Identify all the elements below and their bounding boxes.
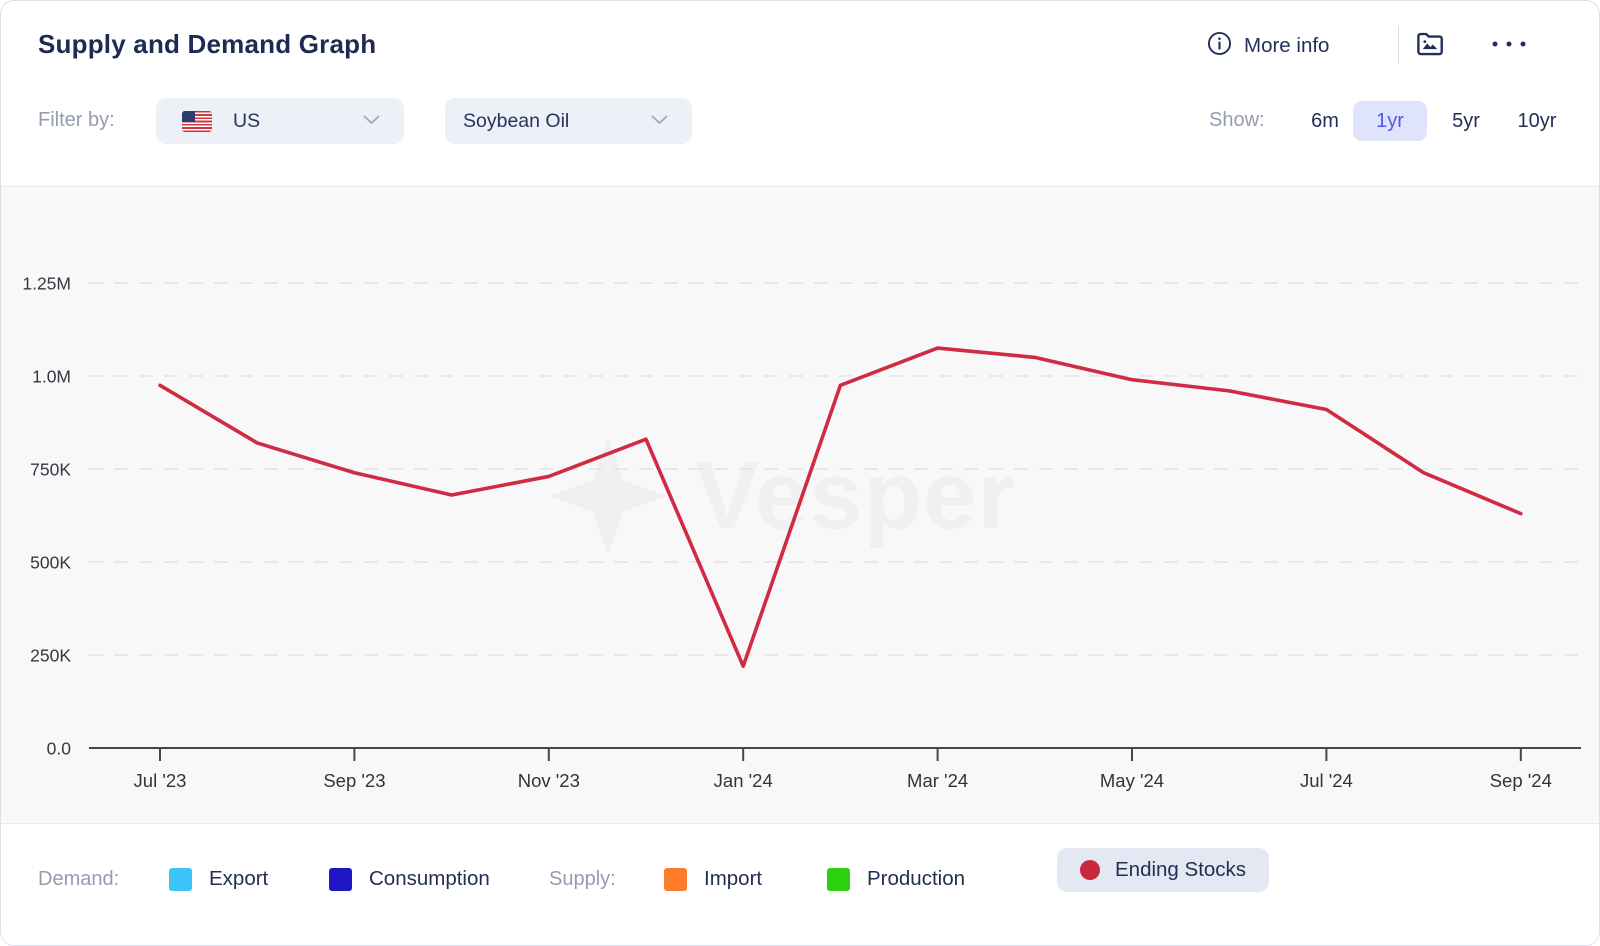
svg-text:250K: 250K xyxy=(30,646,71,666)
svg-text:1.25M: 1.25M xyxy=(22,274,71,294)
ending-stocks-dot-icon xyxy=(1080,860,1100,880)
legend-item-import[interactable]: Import xyxy=(664,867,762,891)
chevron-down-icon xyxy=(651,112,668,130)
supply-group-label: Supply: xyxy=(549,868,616,890)
legend-bar: Demand: Export Consumption Supply: Impor… xyxy=(1,824,1599,945)
legend-label: Production xyxy=(867,867,966,890)
page-title: Supply and Demand Graph xyxy=(38,29,377,59)
info-icon xyxy=(1206,30,1233,62)
legend-label: Consumption xyxy=(369,867,490,890)
svg-text:Sep '23: Sep '23 xyxy=(323,770,385,791)
line-chart[interactable]: 1.25M 1.0M 750K 500K 250K 0.0 Jul '23 Sep '23 No… xyxy=(1,187,1599,823)
chart-area: Vesper 1.25M 1.0M 750K 500K 250K 0.0 Jul '23 Se… xyxy=(1,186,1599,824)
svg-text:Jul '23: Jul '23 xyxy=(134,770,187,791)
legend-label: Import xyxy=(704,867,763,890)
export-image-button[interactable] xyxy=(1413,28,1447,62)
header-divider xyxy=(1398,26,1399,64)
product-dropdown[interactable]: Soybean Oil xyxy=(445,98,692,144)
import-swatch-icon xyxy=(664,867,687,891)
legend-label: Ending Stocks xyxy=(1115,858,1247,881)
svg-text:750K: 750K xyxy=(30,460,71,480)
card-header: Supply and Demand Graph More info xyxy=(1,1,1599,186)
legend-item-export[interactable]: Export xyxy=(169,867,268,891)
range-button-10yr[interactable]: 10yr xyxy=(1517,110,1557,132)
svg-text:Jan '24: Jan '24 xyxy=(714,770,773,791)
demand-group-label: Demand: xyxy=(38,868,120,890)
more-info-button[interactable]: More info xyxy=(1206,30,1329,62)
svg-text:Mar '24: Mar '24 xyxy=(907,770,968,791)
range-button-5yr[interactable]: 5yr xyxy=(1452,110,1480,132)
svg-text:0.0: 0.0 xyxy=(47,739,72,759)
filter-by-label: Filter by: xyxy=(38,109,115,131)
legend-item-production[interactable]: Production xyxy=(827,867,965,891)
svg-text:Jul '24: Jul '24 xyxy=(1300,770,1353,791)
us-flag-icon xyxy=(182,110,212,132)
ellipsis-icon xyxy=(1490,36,1528,54)
country-dropdown-value: US xyxy=(233,109,261,132)
consumption-swatch-icon xyxy=(329,867,352,891)
svg-text:Sep '24: Sep '24 xyxy=(1490,770,1552,791)
show-label: Show: xyxy=(1209,109,1265,131)
svg-text:Nov '23: Nov '23 xyxy=(518,770,580,791)
more-info-label: More info xyxy=(1244,34,1330,57)
product-dropdown-value: Soybean Oil xyxy=(463,109,570,132)
range-button-6m[interactable]: 6m xyxy=(1311,110,1339,132)
production-swatch-icon xyxy=(827,867,850,891)
range-button-1yr[interactable]: 1yr xyxy=(1353,101,1427,141)
more-options-button[interactable] xyxy=(1490,34,1528,56)
svg-text:500K: 500K xyxy=(30,553,71,573)
country-dropdown[interactable]: US xyxy=(156,98,404,144)
image-folder-icon xyxy=(1414,27,1446,64)
legend-label: Export xyxy=(209,867,269,890)
export-swatch-icon xyxy=(169,867,192,891)
svg-text:May '24: May '24 xyxy=(1100,770,1164,791)
svg-text:1.0M: 1.0M xyxy=(32,367,71,387)
chevron-down-icon xyxy=(363,112,380,130)
legend-item-consumption[interactable]: Consumption xyxy=(329,867,490,891)
legend-item-ending-stocks[interactable]: Ending Stocks xyxy=(1057,848,1270,892)
